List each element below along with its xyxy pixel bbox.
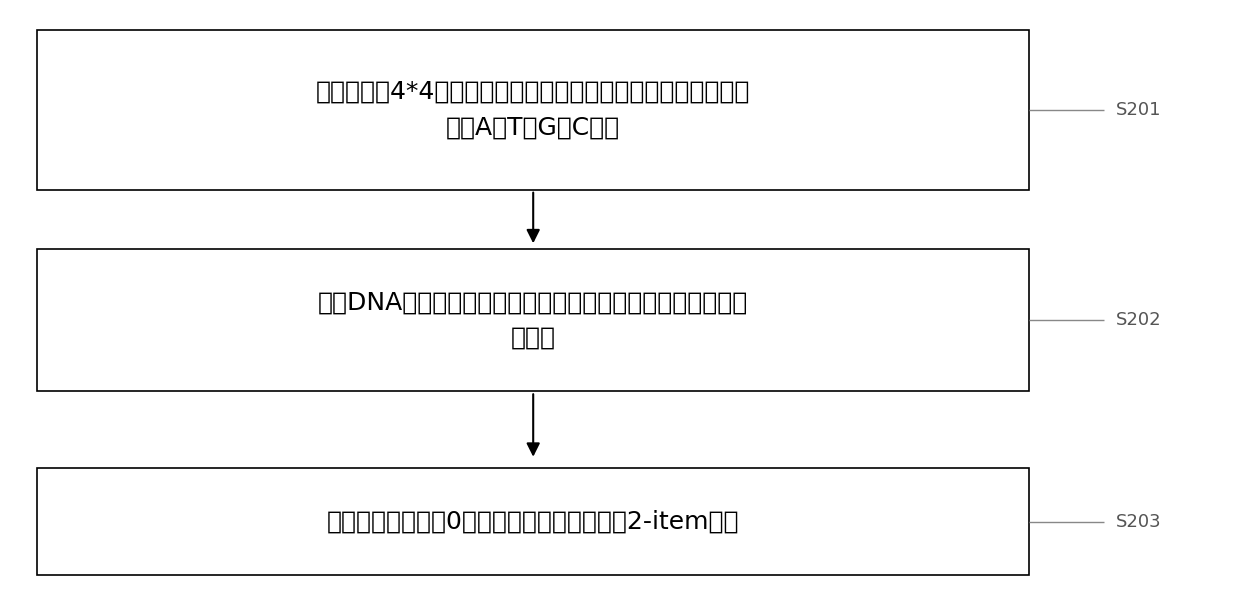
FancyBboxPatch shape — [37, 30, 1029, 190]
FancyBboxPatch shape — [37, 249, 1029, 391]
Text: S203: S203 — [1116, 513, 1162, 531]
Text: 将关联矩阵中不为0的元素对应的碱基对作为2-item序列: 将关联矩阵中不为0的元素对应的碱基对作为2-item序列 — [327, 510, 739, 534]
FancyBboxPatch shape — [37, 468, 1029, 575]
Text: S201: S201 — [1116, 101, 1162, 119]
Text: 根据DNA序列中相邻两个碱基出现的次数，对关联矩阵中的元
素赋值: 根据DNA序列中相邻两个碱基出现的次数，对关联矩阵中的元 素赋值 — [319, 291, 748, 350]
Text: 初始化一个4*4的零矩阵作为关联矩阵，关联矩阵的行和列分别
对应A、T、G和C碱基: 初始化一个4*4的零矩阵作为关联矩阵，关联矩阵的行和列分别 对应A、T、G和C碱… — [316, 80, 750, 139]
Text: S202: S202 — [1116, 311, 1162, 329]
